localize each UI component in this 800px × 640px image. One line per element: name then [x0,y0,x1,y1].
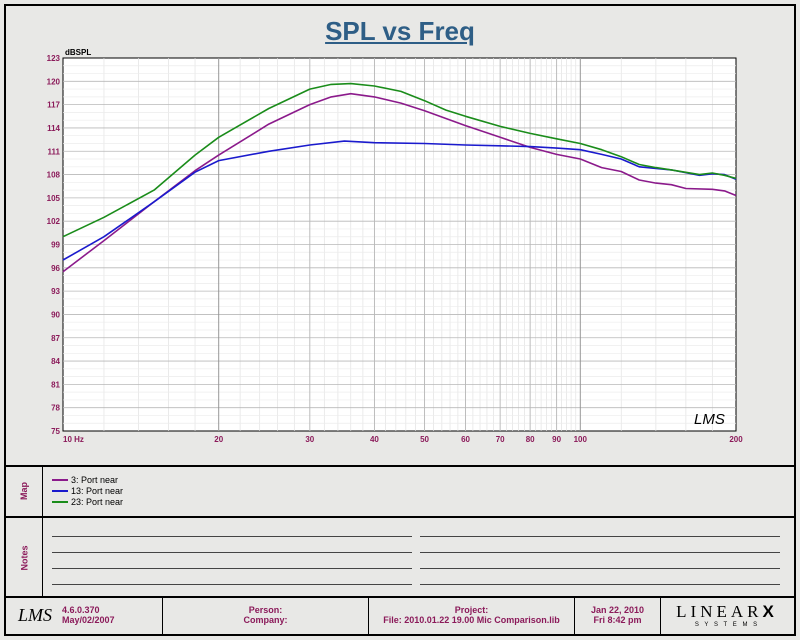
x-tick-label: 50 [420,435,429,444]
linearx-logo: LINEARX S Y S T E M S [676,602,778,628]
y-tick-label: 105 [47,194,61,203]
note-line [420,568,780,569]
footer-logo: LMS [17,604,52,625]
series-line-3 [62,82,737,238]
footer-sep [574,598,575,634]
divider-map-top [6,465,794,467]
y-tick-label: 114 [47,124,60,133]
note-line [420,584,780,585]
divider-notes-top [6,516,794,518]
legend-item: 3: Port near [52,474,123,485]
x-tick-label: 100 [574,435,588,444]
map-label-divider [42,466,43,516]
footer-project: Project: File: 2010.01.22 19.00 Mic Compa… [383,605,560,625]
x-tick-label: 20 [214,435,223,444]
x-tick-label: 200 [729,435,743,444]
y-tick-label: 120 [47,77,61,86]
footer-version: 4.6.0.370 May/02/2007 [62,605,115,625]
y-tick-labels: 123 120 117 114 111 108 105 102 99 96 93 90 87 84 81 78… [47,54,61,436]
x-tick-label: 80 [526,435,535,444]
x-tick-label: 40 [370,435,379,444]
legend: 3: Port near 13: Port near 23: Port near [52,474,123,507]
note-line [420,536,780,537]
y-tick-label: 123 [47,54,61,63]
x-tick-label: 70 [496,435,505,444]
series-lines [62,82,737,273]
y-tick-label: 96 [51,264,60,273]
divider-footer-top [6,596,794,598]
chart-title: SPL vs Freq [325,16,475,46]
x-tick-label: 10 Hz [63,435,84,444]
y-tick-label: 93 [51,287,60,296]
legend-swatch [52,489,68,492]
map-label: Map [19,482,29,500]
legend-item: 23: Port near [52,496,123,507]
note-line [420,552,780,553]
footer-sep [660,598,661,634]
x-tick-label: 60 [461,435,470,444]
y-tick-label: 117 [47,101,60,110]
y-axis-label: dBSPL [65,48,91,57]
y-tick-label: 108 [47,171,61,180]
footer-person: Person: Company: [243,605,288,625]
note-line [52,536,412,537]
y-tick-label: 84 [51,357,60,366]
y-tick-label: 99 [51,241,60,250]
y-tick-label: 102 [47,217,61,226]
footer-sep [368,598,369,634]
legend-item: 13: Port near [52,485,123,496]
x-tick-labels: 10 Hz 20 30 40 50 60 70 80 90 100 200 [63,435,743,444]
footer-sep [162,598,163,634]
y-tick-label: 90 [51,310,60,319]
lms-watermark: LMS [694,411,725,428]
x-tick-label: 30 [305,435,314,444]
notes-label: Notes [19,545,30,571]
series-line-1 [62,92,737,273]
legend-swatch [52,478,68,481]
x-tick-label: 90 [552,435,561,444]
legend-swatch [52,500,68,503]
y-tick-label: 111 [48,147,61,156]
spl-chart: 123 120 117 114 111 108 105 102 99 96 93 90 87 84 81 78… [47,48,744,444]
note-line [52,568,412,569]
notes-label-divider [42,518,43,598]
note-line [52,584,412,585]
footer-datetime: Jan 22, 2010 Fri 8:42 pm [590,605,645,625]
y-tick-label: 78 [51,404,60,413]
y-tick-label: 75 [51,427,60,436]
y-tick-label: 81 [51,380,60,389]
y-tick-label: 87 [51,334,60,343]
note-line [52,552,412,553]
